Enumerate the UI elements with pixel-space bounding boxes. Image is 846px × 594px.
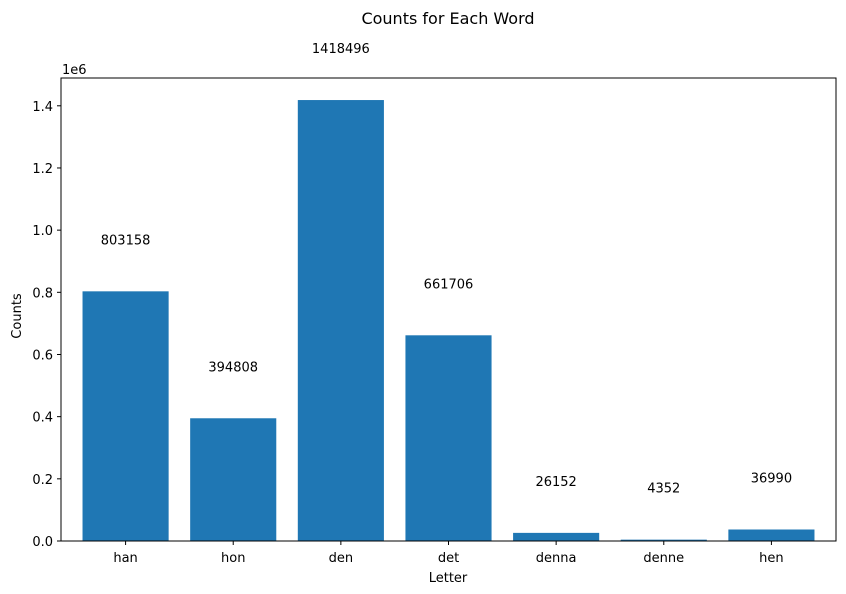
y-tick-label: 0.0 — [32, 535, 53, 550]
bar-value-label: 394808 — [208, 360, 258, 375]
bar-han — [82, 291, 169, 541]
y-tick-label: 0.4 — [32, 411, 53, 426]
axis-ticks: han hon den det denna denne hen 0.0 0.2 0.4 0.6 0.8… — [32, 100, 783, 566]
bar-det — [405, 335, 492, 541]
bar-value-label: 1418496 — [312, 42, 370, 57]
x-tick-label: denne — [643, 551, 684, 566]
y-tick-label: 1.2 — [32, 162, 53, 177]
y-axis-offset-text: 1e6 — [62, 63, 87, 78]
y-axis-label: Counts — [10, 293, 25, 339]
plot-frame — [60, 77, 837, 542]
bar-value-label: 26152 — [535, 475, 576, 490]
bar-hen — [728, 529, 815, 541]
x-axis-label: Letter — [429, 571, 468, 586]
plot-area: 803158 394808 1418496 661706 26152 4352 36990 — [82, 42, 815, 542]
bar-den — [297, 100, 384, 542]
bar-denna — [513, 532, 600, 541]
bar-value-label: 661706 — [424, 277, 474, 292]
bar-denne — [620, 539, 707, 541]
y-tick-label: 0.8 — [32, 286, 53, 301]
y-tick-label: 1.0 — [32, 224, 53, 239]
bar-hon — [190, 418, 277, 541]
x-tick-label: det — [438, 551, 459, 566]
bar-value-label: 803158 — [101, 233, 151, 248]
x-tick-label: den — [329, 551, 354, 566]
y-tick-label: 1.4 — [32, 100, 53, 115]
chart-title: Counts for Each Word — [361, 9, 534, 28]
y-tick-label: 0.2 — [32, 473, 53, 488]
x-tick-label: hon — [221, 551, 245, 566]
bar-value-label: 4352 — [647, 482, 680, 497]
y-tick-label: 0.6 — [32, 348, 53, 363]
x-tick-label: han — [113, 551, 137, 566]
x-tick-label: hen — [759, 551, 783, 566]
bar-value-label: 36990 — [751, 472, 792, 487]
x-tick-label: denna — [536, 551, 577, 566]
